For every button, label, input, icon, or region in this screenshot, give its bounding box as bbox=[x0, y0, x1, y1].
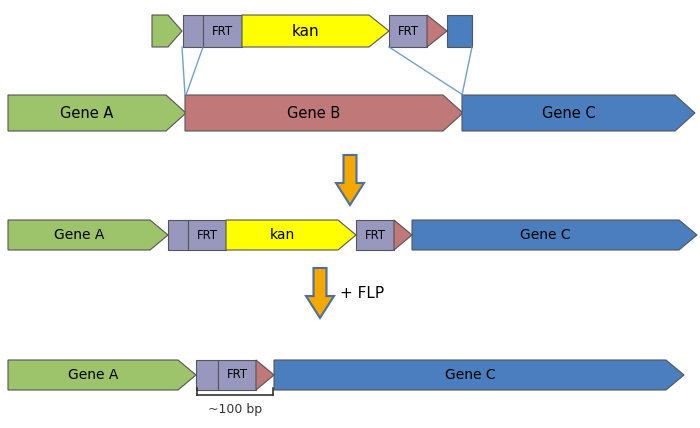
Text: + FLP: + FLP bbox=[340, 285, 384, 300]
Text: Gene A: Gene A bbox=[54, 228, 104, 242]
Polygon shape bbox=[168, 220, 188, 250]
Polygon shape bbox=[8, 360, 196, 390]
Polygon shape bbox=[462, 95, 695, 131]
Polygon shape bbox=[256, 360, 274, 390]
Polygon shape bbox=[306, 268, 334, 318]
Polygon shape bbox=[412, 220, 697, 250]
Text: FRT: FRT bbox=[226, 369, 248, 381]
Text: Gene C: Gene C bbox=[520, 228, 570, 242]
Polygon shape bbox=[389, 15, 427, 47]
Polygon shape bbox=[8, 220, 168, 250]
Polygon shape bbox=[336, 155, 364, 205]
Polygon shape bbox=[394, 220, 412, 250]
Polygon shape bbox=[183, 15, 203, 47]
Text: Gene C: Gene C bbox=[542, 105, 595, 121]
Polygon shape bbox=[185, 95, 463, 131]
Text: ~100 bp: ~100 bp bbox=[208, 403, 262, 416]
Text: kan: kan bbox=[270, 228, 295, 242]
Text: Gene A: Gene A bbox=[68, 368, 118, 382]
Polygon shape bbox=[8, 95, 186, 131]
Polygon shape bbox=[242, 15, 389, 47]
Text: FRT: FRT bbox=[212, 24, 233, 38]
Polygon shape bbox=[274, 360, 684, 390]
Polygon shape bbox=[152, 15, 182, 47]
Polygon shape bbox=[226, 220, 356, 250]
Polygon shape bbox=[447, 15, 472, 47]
Polygon shape bbox=[188, 220, 226, 250]
Polygon shape bbox=[203, 15, 242, 47]
Text: FRT: FRT bbox=[398, 24, 419, 38]
Text: Gene A: Gene A bbox=[60, 105, 113, 121]
Text: Gene C: Gene C bbox=[444, 368, 496, 382]
Text: FRT: FRT bbox=[197, 229, 218, 241]
Polygon shape bbox=[218, 360, 256, 390]
Text: Gene B: Gene B bbox=[288, 105, 341, 121]
Polygon shape bbox=[356, 220, 394, 250]
Polygon shape bbox=[196, 360, 218, 390]
Polygon shape bbox=[427, 15, 447, 47]
Text: kan: kan bbox=[292, 24, 319, 39]
Text: FRT: FRT bbox=[365, 229, 386, 241]
